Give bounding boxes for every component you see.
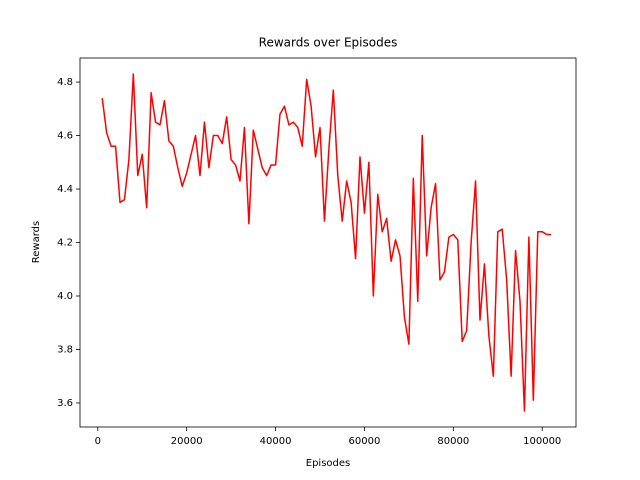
x-tick-label: 80000 [437, 436, 469, 447]
y-tick-label: 3.8 [57, 344, 73, 355]
x-tick-label: 40000 [260, 436, 292, 447]
y-tick-label: 4.0 [57, 291, 73, 302]
x-tick-label: 0 [95, 436, 101, 447]
x-tick-label: 20000 [171, 436, 203, 447]
x-axis-label: Episodes [306, 458, 350, 469]
y-tick-label: 4.2 [57, 238, 73, 249]
chart-title: Rewards over Episodes [259, 36, 398, 50]
x-tick-label: 60000 [349, 436, 381, 447]
y-tick-label: 3.6 [57, 398, 73, 409]
y-tick-label: 4.6 [57, 131, 73, 142]
plot-frame [79, 57, 577, 428]
data-line [101, 73, 552, 412]
x-tick-label: 100000 [523, 436, 561, 447]
y-tick-label: 4.8 [57, 77, 73, 88]
y-tick-label: 4.4 [57, 184, 73, 195]
y-axis-label: Rewards [31, 221, 42, 263]
